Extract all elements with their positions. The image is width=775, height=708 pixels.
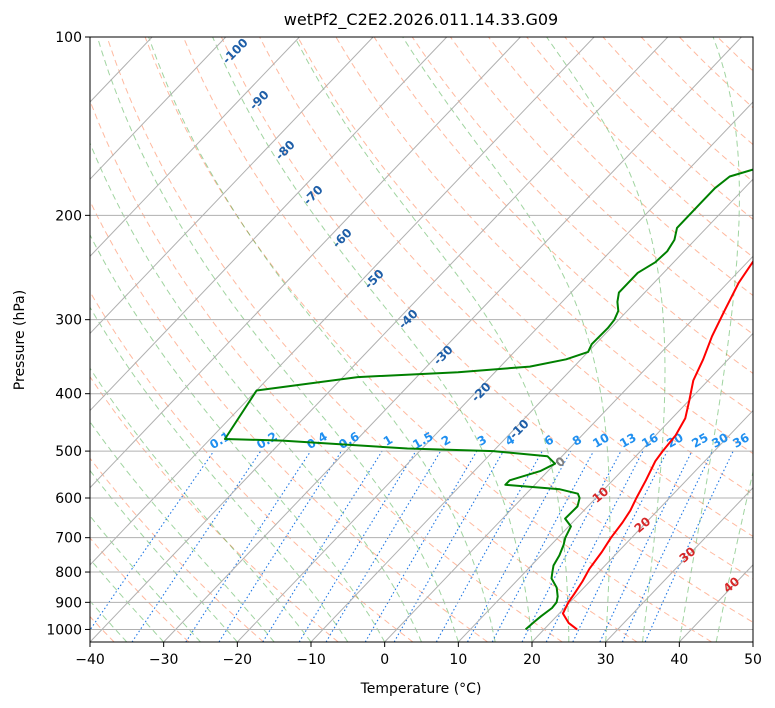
moist-adiabat-line <box>90 233 386 642</box>
dry-adiabat-line <box>411 37 753 375</box>
mixing-ratio-line <box>572 450 668 642</box>
moist-adiabat-line <box>294 37 570 642</box>
moist-adiabat-line <box>546 37 666 642</box>
dry-adiabat-line <box>297 37 753 496</box>
y-tick-label: 400 <box>55 387 82 403</box>
dry-adiabat-line <box>144 37 712 642</box>
y-tick-label: 800 <box>55 565 82 581</box>
sounding-line <box>561 259 753 631</box>
moist-adiabat-line <box>90 306 349 642</box>
dry-adiabat-line <box>373 37 753 414</box>
mixing-ratio-line <box>435 450 543 642</box>
y-tick-label: 300 <box>55 313 82 329</box>
x-axis: −40 −30 −20 −10 0 10 20 30 40 50 <box>75 642 762 668</box>
isotherm-line <box>163 37 742 642</box>
sounding-profiles <box>223 168 753 631</box>
dry-adiabat-line <box>182 37 753 623</box>
dry-adiabat-line <box>449 37 753 335</box>
isotherm-line <box>90 37 448 412</box>
y-tick-label: 500 <box>55 444 82 460</box>
mixing-ratio-line <box>218 450 342 642</box>
isotherm-line <box>605 487 753 642</box>
isotherm-line <box>90 37 300 258</box>
dry-adiabat-line <box>90 457 264 642</box>
x-tick-label: 50 <box>744 652 762 668</box>
moist-adiabat-line <box>90 141 422 642</box>
dry-adiabat-line <box>90 200 488 642</box>
mixing-ratio-line <box>467 450 572 642</box>
isotherm-line <box>90 37 669 642</box>
dry-adiabat-line <box>90 99 563 642</box>
moist-adiabat-line <box>715 469 753 642</box>
mixing-ratio-line <box>131 450 262 642</box>
dry-adiabat-line <box>220 37 753 580</box>
moist-adiabat-line <box>678 37 740 642</box>
x-tick-label: 40 <box>670 652 688 668</box>
isotherm-line <box>90 37 374 335</box>
dry-adiabat-line <box>488 37 753 297</box>
isotherm-line <box>384 255 753 642</box>
x-tick-label: 10 <box>449 652 467 668</box>
isotherm-line <box>90 37 227 180</box>
isotherm-line <box>90 37 521 489</box>
y-tick-label: 1000 <box>46 622 82 638</box>
isotherm-line <box>310 178 753 642</box>
dry-adiabat-line <box>335 37 753 455</box>
x-tick-label: −20 <box>223 652 253 668</box>
isotherm-line <box>90 37 595 566</box>
x-tick-label: −30 <box>149 652 179 668</box>
x-tick-label: 20 <box>523 652 541 668</box>
y-axis: 100 200 300 400 500 600 700 800 900 1000 <box>46 30 90 638</box>
mixing-ratio-line <box>185 450 312 642</box>
x-tick-label: 0 <box>380 652 389 668</box>
sounding-line <box>223 168 753 631</box>
x-tick-label: −10 <box>296 652 326 668</box>
y-tick-label: 700 <box>55 531 82 547</box>
plot-frame <box>89 36 754 643</box>
y-axis-label: Pressure (hPa) <box>12 290 28 390</box>
y-tick-label: 100 <box>55 30 82 46</box>
isotherm-gridlines <box>90 37 753 642</box>
moist-adiabat-line <box>90 469 238 642</box>
moist-adiabat-line <box>90 420 275 642</box>
moist-adiabat-line <box>212 37 533 642</box>
isobar-gridlines <box>90 37 753 630</box>
moist-adiabat-line <box>96 37 459 642</box>
y-tick-label: 600 <box>55 491 82 507</box>
moist-adiabat-line <box>148 37 496 642</box>
mixing-ratio-line <box>90 450 215 631</box>
moist-adiabat-line <box>402 37 611 642</box>
isotherm-line <box>457 332 753 642</box>
isotherm-line <box>236 101 753 642</box>
x-tick-label: −40 <box>75 652 105 668</box>
dry-adiabat-line <box>106 37 638 642</box>
y-tick-label: 900 <box>55 595 82 611</box>
x-tick-label: 30 <box>597 652 615 668</box>
x-axis-label: Temperature (°C) <box>360 681 482 697</box>
isotherm-line <box>531 409 753 642</box>
chart-title: wetPf2_C2E2.2026.011.14.33.G09 <box>284 10 558 30</box>
y-tick-label: 200 <box>55 208 82 224</box>
plot-area: -100-90-80-70-60-50-40-30-20-100.1 0.2 0.4… <box>90 37 753 642</box>
mixing-ratio-line <box>298 450 417 642</box>
mixing-ratio-line <box>545 450 644 642</box>
